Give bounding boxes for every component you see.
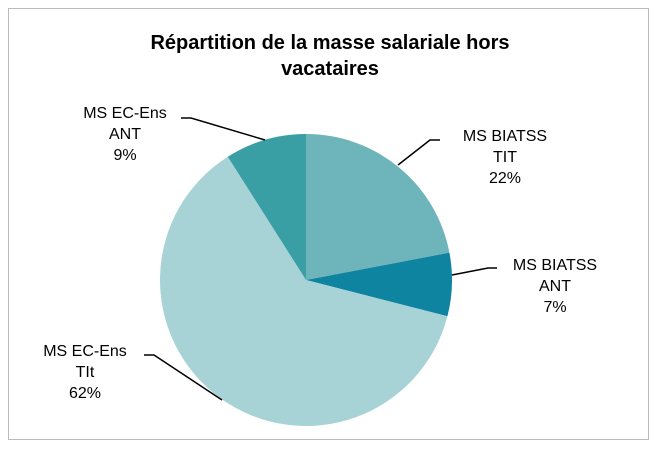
category-label: MS BIATSS ANT [512, 257, 598, 295]
pie-slice [306, 252, 452, 317]
category-label: MS EC-Ens TIt [43, 343, 127, 381]
category-label: MS EC-Ens ANT [83, 105, 167, 143]
leader-line [181, 117, 266, 141]
pie-slice [160, 156, 448, 426]
value-label: 62% [68, 385, 102, 402]
slice-label: MS EC-Ens TIt 62% [39, 341, 131, 404]
slice-label: MS EC-Ens ANT 9% [79, 103, 171, 166]
slice-label: MS BIATSS ANT 7% [509, 255, 601, 318]
chart-title: Répartition de la masse salariale hors v… [150, 32, 510, 80]
chart-frame [8, 8, 649, 440]
slice-label: MS BIATSS TIT 22% [459, 126, 551, 189]
leader-lines [144, 117, 497, 401]
leader-line [144, 354, 223, 401]
leader-line [451, 267, 497, 276]
value-label: 7% [543, 299, 567, 316]
pie-slice [306, 134, 450, 280]
leader-line [397, 139, 440, 166]
pie [160, 134, 452, 426]
value-label: 22% [488, 170, 522, 187]
value-label: 9% [113, 147, 137, 164]
pie-slice [227, 134, 306, 280]
category-label: MS BIATSS TIT [462, 128, 548, 166]
